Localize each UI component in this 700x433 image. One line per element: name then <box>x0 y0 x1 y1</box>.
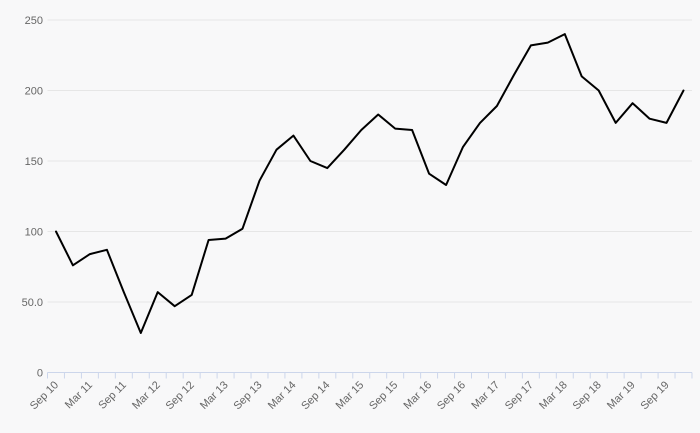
series-line <box>55 33 685 334</box>
series-line-path <box>55 33 685 334</box>
x-axis-tick-label: Mar 19 <box>605 379 638 412</box>
y-axis-tick-label: 0 <box>37 368 43 380</box>
x-axis-tick-label: Sep 16 <box>435 379 468 412</box>
x-axis-tick-label: Sep 14 <box>299 379 332 412</box>
x-axis-labels: Sep 10 Mar 11 Sep 11 Mar 12 Sep 12 Mar 13 Sep … <box>28 379 672 412</box>
x-axis-tick-label: Sep 17 <box>503 379 536 412</box>
x-axis-tick-label: Mar 13 <box>198 379 231 412</box>
x-axis-tick-label: Sep 19 <box>639 379 672 412</box>
x-axis-tick-label: Sep 15 <box>367 379 400 412</box>
x-axis-tick-label: Sep 13 <box>231 379 264 412</box>
y-axis-tick-label: 250 <box>25 15 43 27</box>
x-axis-tick-label: Mar 11 <box>63 379 95 411</box>
x-axis-tick-label: Mar 12 <box>130 379 163 412</box>
y-axis-labels: 0 50.0 100 150 200 250 <box>22 15 43 380</box>
x-axis-tick-label: Mar 18 <box>537 379 570 412</box>
x-axis-tick-label: Mar 16 <box>402 379 435 412</box>
x-axis-tick-label: Sep 10 <box>28 379 61 412</box>
x-axis-tick-label: Sep 18 <box>571 379 604 412</box>
x-axis-tick-label: Mar 15 <box>334 379 367 412</box>
y-axis-tick-label: 200 <box>25 86 43 98</box>
gridlines <box>47 19 692 303</box>
x-axis-tick-label: Mar 17 <box>469 379 502 412</box>
x-axis-tick-label: Sep 11 <box>96 379 129 412</box>
x-axis-tick-label: Sep 12 <box>164 379 197 412</box>
y-axis-tick-label: 100 <box>25 227 43 239</box>
x-axis-tick-label: Mar 14 <box>266 379 299 412</box>
y-axis-tick-label: 150 <box>25 156 43 168</box>
x-axis <box>47 372 693 379</box>
y-axis-tick-label: 50.0 <box>22 297 43 309</box>
